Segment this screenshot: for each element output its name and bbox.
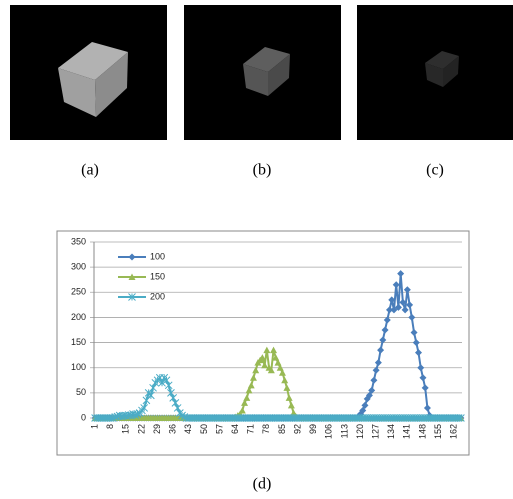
caption: (a) [81,162,99,179]
x-tick-label: 120 [355,424,365,439]
legend-label: 150 [150,271,165,281]
x-tick-label: 8 [105,424,115,429]
x-tick-label: 85 [277,424,287,434]
y-tick-label: 350 [71,236,86,246]
y-tick-label: 300 [71,262,86,272]
x-tick-label: 113 [339,424,349,438]
x-tick-label: 134 [386,424,396,439]
y-tick-label: 250 [71,287,86,297]
x-tick-label: 148 [417,424,427,439]
x-tick-label: 92 [292,424,302,434]
x-tick-label: 36 [168,424,178,434]
caption: (b) [253,162,272,179]
legend-label: 100 [150,251,165,261]
y-tick-label: 0 [81,412,86,422]
x-tick-label: 29 [152,424,162,434]
y-tick-label: 100 [71,362,86,372]
y-tick-label: 150 [71,337,86,347]
legend-label: 200 [150,291,165,301]
x-tick-label: 22 [136,424,146,434]
caption: (c) [426,162,444,179]
x-tick-label: 78 [261,424,271,434]
x-tick-label: 162 [449,424,459,439]
y-tick-label: 50 [76,387,86,397]
x-tick-label: 43 [183,424,193,434]
x-tick-label: 15 [121,424,131,434]
figure: (a) (b) (c) (d) 0 50 100 150 200 250 300 350 1 8 1… [0,0,513,499]
x-tick-label: 50 [199,424,209,434]
x-tick-label: 57 [214,424,224,434]
x-tick-label: 99 [308,424,318,434]
x-tick-label: 155 [433,424,443,439]
y-tick-label: 200 [71,312,86,322]
x-tick-label: 1 [89,424,99,429]
x-tick-label: 64 [230,424,240,434]
x-tick-label: 71 [246,424,256,434]
x-tick-label: 141 [402,424,412,439]
x-tick-label: 106 [324,424,334,439]
caption: (d) [253,476,272,493]
x-tick-label: 127 [371,424,381,439]
